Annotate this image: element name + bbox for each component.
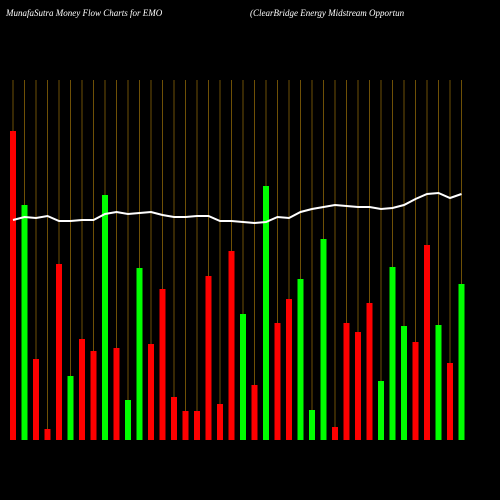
bar xyxy=(286,299,292,440)
bar xyxy=(263,186,269,440)
bar xyxy=(320,239,327,440)
bar xyxy=(33,359,39,440)
bar xyxy=(274,323,281,440)
bar xyxy=(458,284,465,440)
bar xyxy=(309,410,315,440)
bar xyxy=(136,268,143,440)
bar xyxy=(251,385,258,440)
bar xyxy=(389,267,396,440)
bar xyxy=(159,289,166,440)
bar xyxy=(102,195,108,440)
bar xyxy=(205,276,212,440)
chart-title: MunafaSutra Money Flow Charts for EMO xyxy=(5,8,163,18)
bar xyxy=(21,205,28,440)
bar xyxy=(378,381,384,440)
bar xyxy=(113,348,120,440)
bar xyxy=(194,411,200,440)
bar xyxy=(44,429,51,440)
bar xyxy=(171,397,177,440)
bar xyxy=(217,404,223,440)
bar xyxy=(366,303,373,440)
bar xyxy=(125,400,131,440)
bar xyxy=(401,326,407,440)
bar xyxy=(240,314,246,440)
bar xyxy=(435,325,442,440)
bar xyxy=(148,344,154,440)
bar xyxy=(343,323,350,440)
bar xyxy=(90,351,97,440)
bar xyxy=(228,251,235,440)
bar xyxy=(56,264,62,440)
bar xyxy=(182,411,189,440)
bar xyxy=(412,342,419,440)
bar xyxy=(355,332,361,440)
bar xyxy=(79,339,85,440)
bar xyxy=(10,131,16,440)
bar xyxy=(447,363,453,440)
bar xyxy=(67,376,74,440)
money-flow-line xyxy=(12,191,462,225)
bar xyxy=(297,279,304,440)
bar xyxy=(332,427,338,440)
chart-subtitle: (ClearBridge Energy Midstream Opportun xyxy=(250,8,405,18)
bar xyxy=(424,245,430,440)
